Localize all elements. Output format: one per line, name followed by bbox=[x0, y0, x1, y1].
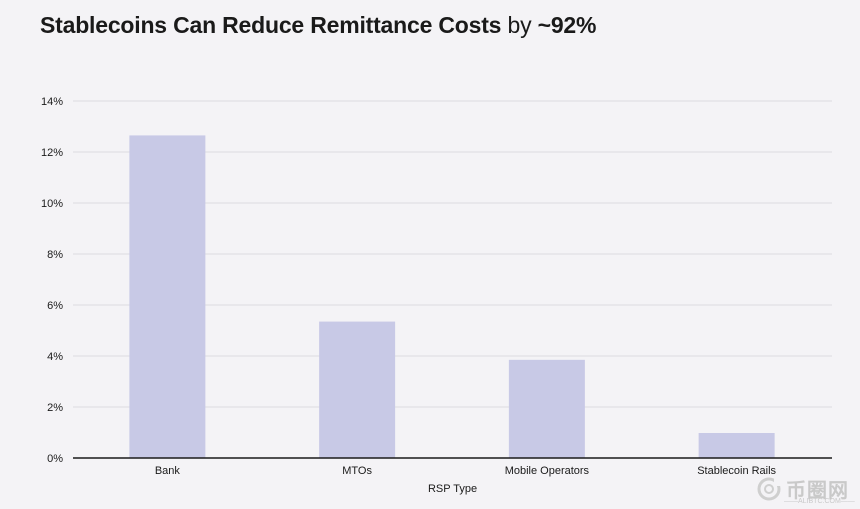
x-tick-label: Stablecoin Rails bbox=[697, 465, 776, 477]
y-tick-label: 14% bbox=[41, 96, 63, 108]
y-tick-label: 6% bbox=[47, 300, 63, 312]
y-tick-label: 12% bbox=[41, 147, 63, 159]
x-tick-labels: Bank MTOs Mobile Operators Stablecoin Rails bbox=[155, 465, 777, 477]
x-axis-title: RSP Type bbox=[428, 483, 477, 495]
bar-mtos bbox=[319, 321, 396, 458]
y-tick-label: 0% bbox=[47, 453, 63, 465]
y-tick-label: 4% bbox=[47, 351, 63, 363]
x-tick-label: Mobile Operators bbox=[505, 465, 590, 477]
watermark-subtext: ——ALIBTC.COM—— bbox=[784, 498, 855, 505]
watermark: 币圈网 ——ALIBTC.COM—— bbox=[754, 474, 858, 508]
watermark-text: 币圈网 bbox=[786, 480, 849, 502]
x-tick-label: MTOs bbox=[342, 465, 372, 477]
chart-title: Stablecoins Can Reduce Remittance Costs … bbox=[40, 12, 596, 39]
y-tick-labels: 0% 2% 4% 6% 8% 10% 12% 14% bbox=[41, 96, 63, 465]
chart-title-by: by bbox=[507, 12, 532, 38]
chart-title-value: ~92% bbox=[537, 12, 597, 38]
y-tick-label: 8% bbox=[47, 249, 63, 261]
bars bbox=[129, 135, 775, 459]
watermark-logo-icon bbox=[757, 477, 782, 501]
y-tick-label: 10% bbox=[41, 198, 63, 210]
x-tick-label: Bank bbox=[155, 465, 181, 477]
bar-stablecoin-rails bbox=[698, 433, 775, 458]
y-tick-label: 2% bbox=[47, 402, 63, 414]
chart-title-main: Stablecoins Can Reduce Remittance Costs bbox=[40, 12, 502, 38]
bar-mobile-operators bbox=[508, 359, 585, 458]
bar-bank bbox=[129, 135, 206, 459]
